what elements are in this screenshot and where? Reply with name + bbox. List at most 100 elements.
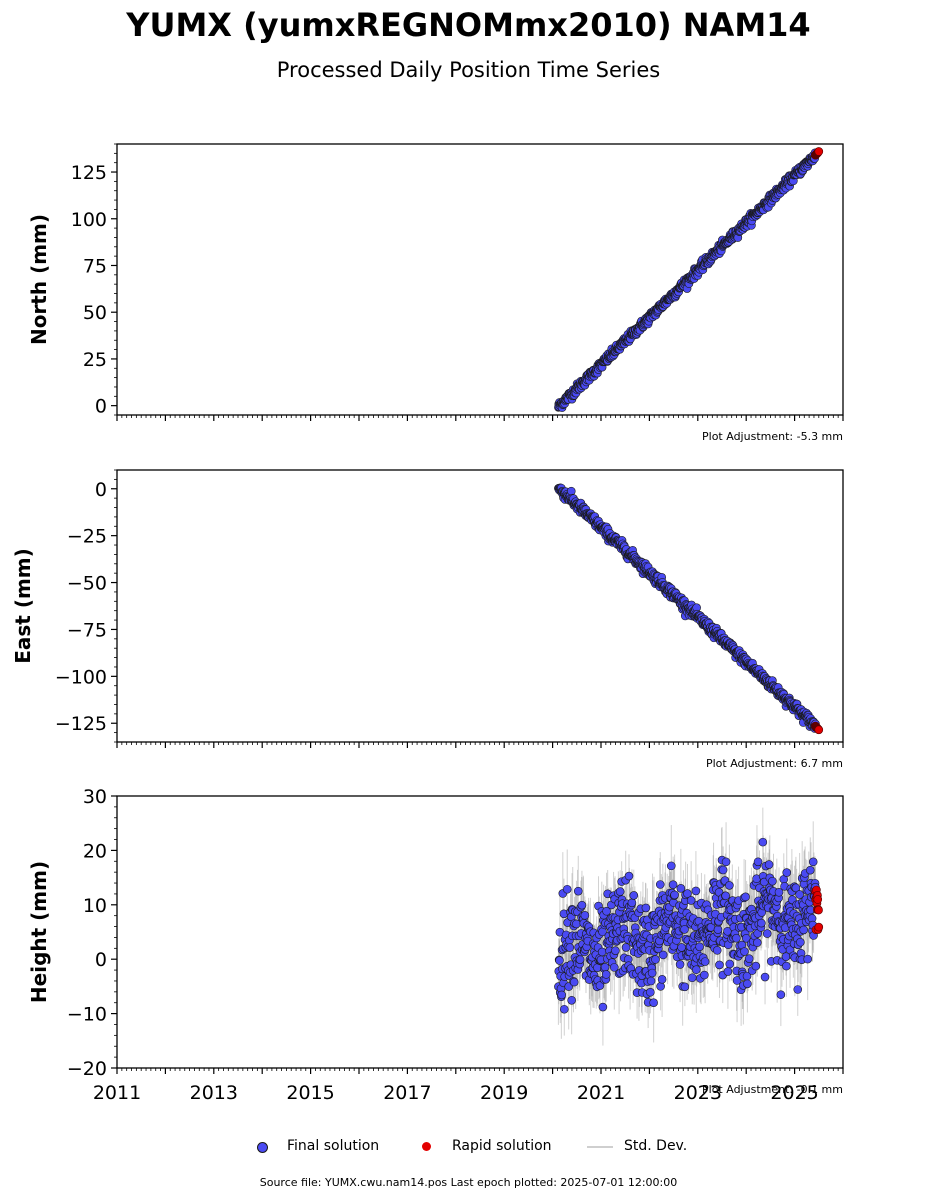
final-solution-point: [753, 938, 762, 947]
final-solution-point: [567, 996, 576, 1005]
final-solution-point: [611, 946, 620, 955]
y-tick-label: 0: [95, 949, 107, 971]
final-solution-point: [776, 990, 786, 999]
panel-1: 0 25 50 75 100 125 North (mm) Plot Adjustment: …: [27, 143, 844, 443]
final-solution-point: [725, 959, 735, 969]
final-solution-point: [808, 857, 818, 867]
y-axis-label: Height (mm): [27, 861, 51, 1003]
y-tick-label: 0: [95, 396, 107, 418]
final-solution-point: [796, 937, 805, 947]
final-solution-point: [646, 987, 655, 997]
final-solution-point: [803, 954, 812, 964]
legend-rapid-label: Rapid solution: [452, 1138, 552, 1154]
final-solution-point: [753, 857, 763, 867]
data-layer: [554, 483, 824, 735]
final-solution-point: [615, 887, 625, 896]
final-solution-point: [715, 960, 724, 970]
final-solution-point: [743, 979, 752, 989]
final-solution-point: [595, 981, 605, 990]
final-solution-point: [805, 865, 815, 875]
final-solution-point: [723, 967, 733, 976]
final-solution-point: [600, 962, 610, 972]
y-tick-label: −50: [67, 573, 107, 595]
final-solution-point: [557, 990, 567, 1000]
y-tick-label: 100: [71, 209, 107, 231]
final-solution-point: [572, 919, 581, 929]
y-tick-label: −20: [67, 1058, 107, 1080]
figure-subtitle: Processed Daily Position Time Series: [276, 58, 661, 82]
legend-std-line: [587, 1146, 613, 1148]
y-tick-label: −125: [55, 713, 107, 735]
final-solution-point: [573, 886, 583, 896]
final-solution-point: [647, 968, 657, 978]
final-solution-point: [762, 929, 772, 938]
y-tick-label: 50: [83, 302, 107, 324]
rapid-solution-point: [814, 725, 824, 735]
x-tick-label: 2011: [93, 1082, 141, 1104]
final-solution-point: [624, 871, 634, 881]
legend-rapid-marker: [422, 1142, 431, 1151]
plot-adjustment: Plot Adjustment: 6.7 mm: [706, 757, 843, 770]
final-solution-point: [795, 890, 804, 899]
final-solution-point: [732, 976, 742, 985]
source-note: Source file: YUMX.cwu.nam14.pos Last epo…: [259, 1176, 678, 1189]
final-solution-point: [774, 887, 784, 897]
final-solution-point: [656, 982, 665, 991]
final-solution-point: [657, 975, 667, 984]
final-solution-point: [658, 950, 668, 960]
y-tick-label: 20: [83, 840, 107, 862]
final-solution-point: [695, 942, 704, 952]
final-solution-point: [627, 898, 637, 908]
plot-adjustment: Plot Adjustment: -5.3 mm: [702, 430, 843, 443]
final-solution-point: [668, 880, 678, 889]
final-solution-point: [670, 890, 679, 900]
legend-final-marker: [257, 1142, 268, 1153]
final-solution-point: [721, 857, 731, 867]
final-solution-point: [598, 1002, 608, 1012]
x-tick-label: 2023: [674, 1082, 722, 1104]
legend-final-label: Final solution: [287, 1138, 380, 1154]
final-solution-point: [666, 861, 676, 871]
final-solution-point: [713, 925, 723, 934]
final-solution-point: [760, 972, 770, 982]
y-tick-label: −10: [67, 1004, 107, 1026]
final-solution-point: [799, 925, 808, 935]
final-solution-point: [675, 960, 685, 969]
y-tick-label: 30: [83, 786, 107, 808]
final-solution-point: [629, 891, 639, 900]
final-solution-point: [597, 947, 607, 957]
rapid-solution-point: [813, 895, 823, 904]
final-solution-point: [565, 943, 575, 952]
y-tick-label: −75: [67, 619, 107, 641]
final-solution-point: [562, 884, 572, 894]
y-tick-label: 0: [95, 479, 107, 501]
y-tick-label: 25: [83, 349, 107, 371]
rapid-solution-point: [814, 922, 824, 932]
x-tick-label: 2019: [480, 1082, 528, 1104]
final-solution-point: [677, 943, 686, 952]
data-layer: [554, 147, 824, 412]
panel-2: 0 −25 −50 −75 −100 −125 East (mm) Plot Adjustme…: [11, 469, 844, 770]
final-solution-point: [758, 837, 768, 847]
final-solution-point: [782, 868, 792, 877]
final-solution-point: [651, 955, 660, 964]
final-solution-point: [782, 961, 791, 971]
final-solution-point: [655, 880, 665, 889]
final-solution-point: [683, 889, 692, 898]
y-tick-label: 75: [83, 255, 107, 277]
y-axis-label: East (mm): [11, 548, 35, 664]
axes-frame: [116, 469, 844, 743]
final-solution-point: [721, 891, 730, 901]
final-solution-point: [741, 892, 750, 902]
final-solution-point: [768, 876, 777, 886]
x-tick-label: 2017: [383, 1082, 431, 1104]
final-solution-point: [740, 947, 749, 956]
y-tick-label: 10: [83, 895, 107, 917]
rapid-solution-point: [814, 147, 824, 156]
final-solution-point: [641, 903, 651, 913]
x-tick-label: 2025: [770, 1082, 818, 1104]
final-solution-point: [744, 954, 754, 963]
rapid-solution-point: [814, 905, 823, 915]
y-axis-label: North (mm): [27, 214, 51, 345]
